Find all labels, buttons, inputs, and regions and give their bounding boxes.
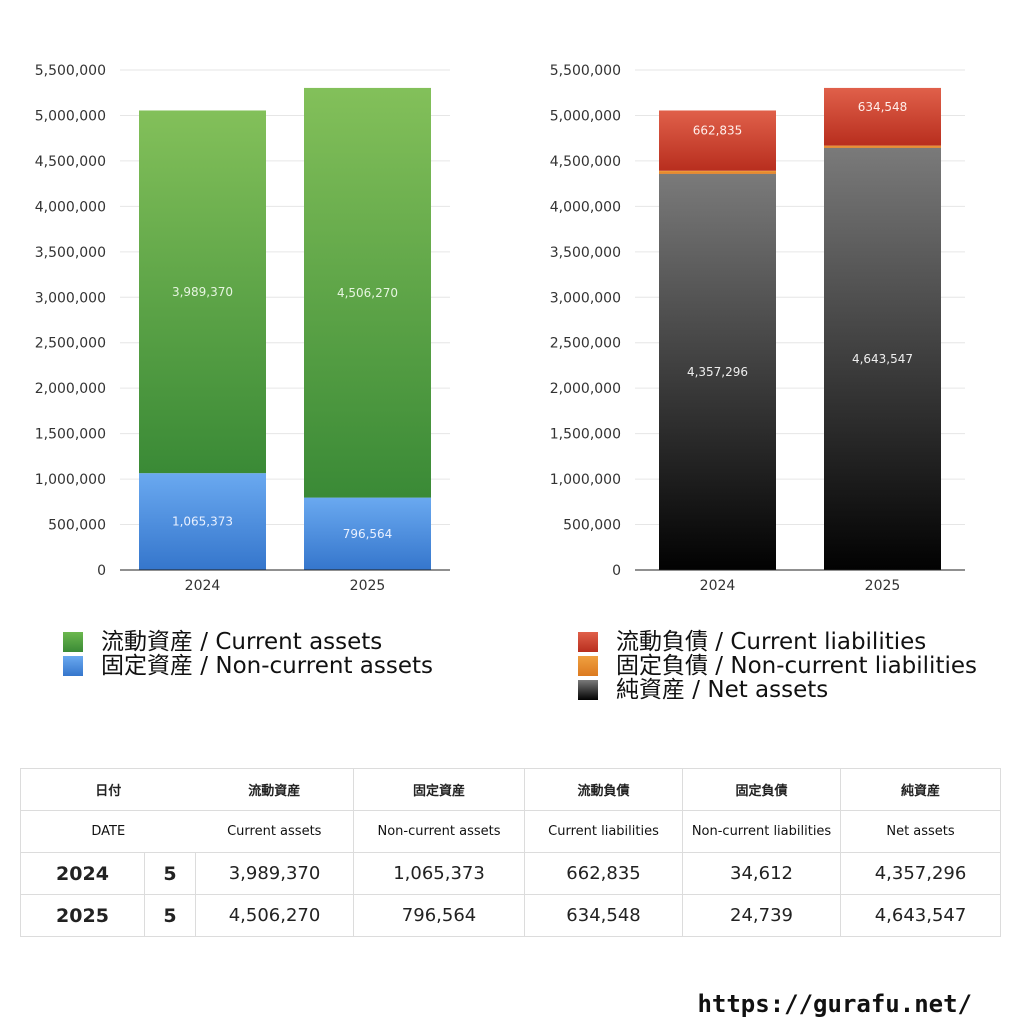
legend-swatch-net-assets: [578, 680, 598, 700]
y-tick-label: 5,000,000: [550, 108, 621, 124]
legend-swatch-noncurrent-liabilities: [578, 656, 598, 676]
assets-chart: 0 500,000 1,000,000 1,500,000 2,000,000 2,500…: [35, 63, 450, 594]
data-label: 3,989,370: [172, 285, 233, 299]
y-tick-label: 2,000,000: [35, 381, 106, 397]
x-tick-label: 2024: [700, 578, 736, 594]
y-tick-label: 3,000,000: [35, 290, 106, 306]
footer-url[interactable]: https://gurafu.net/: [697, 990, 972, 1018]
data-label: 1,065,373: [172, 515, 233, 529]
cell-month: 5: [143, 894, 197, 937]
legend-label-current-assets: 流動資産 / Current assets: [101, 629, 383, 655]
header-noncurrent-liabilities-en: Non-current liabilities: [682, 810, 842, 853]
data-label: 662,835: [693, 124, 743, 138]
y-tick-label: 1,000,000: [550, 472, 621, 488]
header-current-liabilities-en: Current liabilities: [524, 810, 684, 853]
y-tick-label: 0: [97, 563, 106, 579]
legend-item-current-assets: 流動資産 / Current assets: [63, 630, 433, 654]
x-tick-label: 2025: [865, 578, 901, 594]
cell-net-assets: 4,357,296: [840, 852, 1002, 895]
data-label: 4,357,296: [687, 365, 748, 379]
bar-segment: [659, 110, 776, 171]
y-tick-label: 5,500,000: [550, 63, 621, 79]
cell-noncurrent-assets: 796,564: [353, 894, 526, 937]
table-header-row-en: DATE Current assets Non-current assets C…: [19, 810, 1002, 853]
data-label: 796,564: [343, 527, 393, 541]
cell-month: 5: [143, 852, 197, 895]
y-tick-label: 3,000,000: [550, 290, 621, 306]
header-current-assets-jp: 流動資産: [195, 768, 355, 811]
legend-item-net-assets: 純資産 / Net assets: [578, 678, 977, 702]
cell-current-assets: 3,989,370: [195, 852, 355, 895]
legend-label-net-assets: 純資産 / Net assets: [616, 677, 829, 703]
header-noncurrent-assets-jp: 固定資産: [353, 768, 526, 811]
liabilities-net-assets-chart: 0 500,000 1,000,000 1,500,000 2,000,000 2,500…: [550, 63, 965, 594]
y-tick-label: 3,500,000: [35, 245, 106, 261]
cell-noncurrent-liabilities: 34,612: [682, 852, 842, 895]
y-tick-label: 4,500,000: [550, 154, 621, 170]
y-tick-label: 2,500,000: [550, 336, 621, 352]
header-net-assets-en: Net assets: [840, 810, 1002, 853]
header-net-assets-jp: 純資産: [840, 768, 1002, 811]
cell-noncurrent-assets: 1,065,373: [353, 852, 526, 895]
cell-year: 2025: [20, 894, 145, 937]
bar-segment: [304, 87, 431, 498]
y-tick-label: 3,500,000: [550, 245, 621, 261]
data-label: 4,506,270: [337, 286, 398, 300]
header-noncurrent-assets-en: Non-current assets: [353, 810, 526, 853]
legend-item-noncurrent-assets: 固定資産 / Non-current assets: [63, 654, 433, 678]
bar-segment: [824, 87, 941, 146]
legend-label-current-liabilities: 流動負債 / Current liabilities: [616, 629, 927, 655]
bar-segment: [139, 110, 266, 474]
y-tick-label: 500,000: [48, 518, 106, 534]
bar-segment: [659, 170, 776, 174]
legend-item-current-liabilities: 流動負債 / Current liabilities: [578, 630, 977, 654]
header-current-assets-en: Current assets: [195, 810, 355, 853]
table-header-row-jp: 日付 流動資産 固定資産 流動負債 固定負債 純資産: [19, 768, 1002, 811]
bar-segment: [139, 473, 266, 570]
header-current-liabilities-jp: 流動負債: [524, 768, 684, 811]
table-row: 2024 5 3,989,370 1,065,373 662,835 34,61…: [20, 852, 1002, 895]
y-tick-label: 4,000,000: [35, 199, 106, 215]
bar-segment: [659, 173, 776, 570]
x-tick-label: 2024: [185, 578, 221, 594]
y-tick-label: 0: [612, 563, 621, 579]
header-noncurrent-liabilities-jp: 固定負債: [682, 768, 842, 811]
y-tick-label: 1,500,000: [35, 427, 106, 443]
x-tick-label: 2025: [350, 578, 386, 594]
y-tick-label: 5,000,000: [35, 108, 106, 124]
legend-swatch-current-assets: [63, 632, 83, 652]
cell-net-assets: 4,643,547: [840, 894, 1002, 937]
y-tick-label: 1,500,000: [550, 427, 621, 443]
cell-current-liabilities: 662,835: [524, 852, 684, 895]
y-tick-label: 1,000,000: [35, 472, 106, 488]
legend-assets: 流動資産 / Current assets 固定資産 / Non-current…: [63, 630, 433, 678]
data-label: 634,548: [858, 100, 908, 114]
y-tick-label: 5,500,000: [35, 63, 106, 79]
header-date-jp: 日付: [19, 768, 196, 811]
y-tick-label: 2,000,000: [550, 381, 621, 397]
y-tick-label: 500,000: [563, 518, 621, 534]
bar-segment: [824, 147, 941, 570]
data-table: 日付 流動資産 固定資産 流動負債 固定負債 純資産 DATE Current …: [19, 768, 1002, 937]
y-tick-label: 2,500,000: [35, 336, 106, 352]
charts-canvas: 0 500,000 1,000,000 1,500,000 2,000,000 2,500…: [35, 63, 965, 594]
cell-noncurrent-liabilities: 24,739: [682, 894, 842, 937]
header-date-en: DATE: [19, 810, 196, 853]
legend-swatch-current-liabilities: [578, 632, 598, 652]
legend-label-noncurrent-liabilities: 固定負債 / Non-current liabilities: [616, 653, 977, 679]
y-tick-label: 4,500,000: [35, 154, 106, 170]
cell-year: 2024: [20, 852, 145, 895]
bar-segment: [304, 497, 431, 570]
legend-swatch-noncurrent-assets: [63, 656, 83, 676]
bar-segment: [824, 145, 941, 148]
data-label: 4,643,547: [852, 352, 913, 366]
cell-current-liabilities: 634,548: [524, 894, 684, 937]
y-tick-label: 4,000,000: [550, 199, 621, 215]
legend-item-noncurrent-liabilities: 固定負債 / Non-current liabilities: [578, 654, 977, 678]
legend-liabilities: 流動負債 / Current liabilities 固定負債 / Non-cu…: [578, 630, 977, 702]
legend-label-noncurrent-assets: 固定資産 / Non-current assets: [101, 653, 434, 679]
cell-current-assets: 4,506,270: [195, 894, 355, 937]
table-row: 2025 5 4,506,270 796,564 634,548 24,739 …: [20, 894, 1002, 937]
